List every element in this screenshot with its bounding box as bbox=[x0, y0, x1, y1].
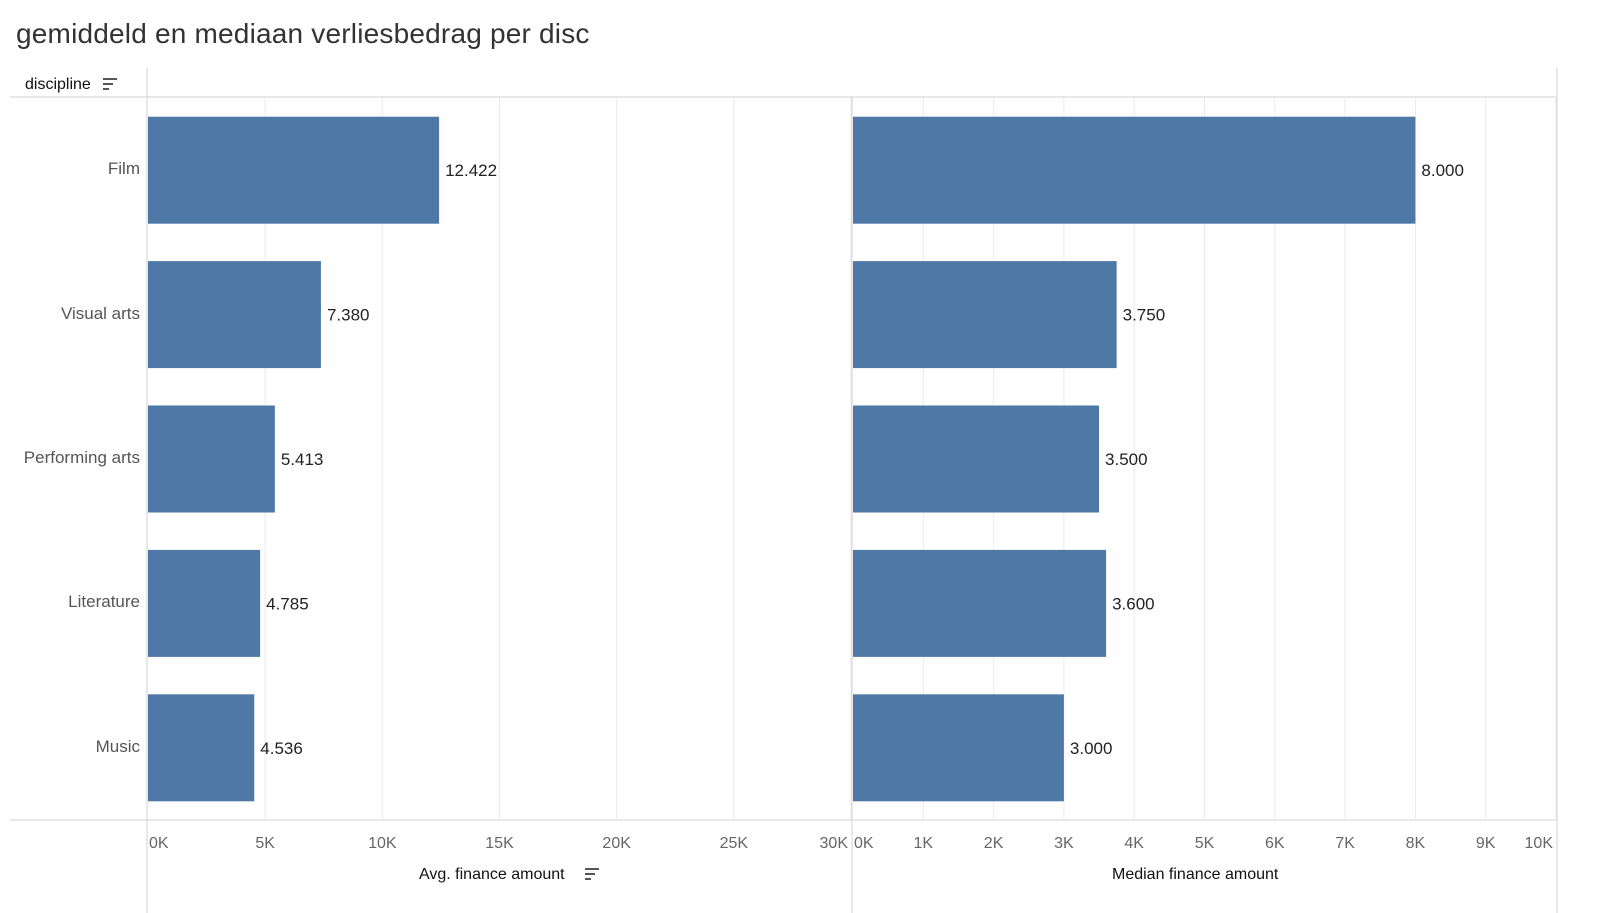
sort-icon[interactable] bbox=[585, 868, 599, 882]
category-label: Performing arts bbox=[23, 448, 140, 467]
tick-label: 6K bbox=[1265, 835, 1285, 852]
category-label: Visual arts bbox=[60, 303, 140, 323]
tick-label: 20K bbox=[602, 835, 631, 852]
tick-label: 5K bbox=[255, 835, 275, 852]
bar[interactable] bbox=[853, 549, 1107, 657]
tick-label: 5K bbox=[1195, 835, 1215, 852]
data-label: 3.750 bbox=[1123, 306, 1166, 325]
category-label: Music bbox=[95, 736, 140, 756]
tick-label: 7K bbox=[1335, 835, 1355, 852]
tick-label: 0K bbox=[149, 835, 169, 852]
tick-label: 1K bbox=[914, 835, 934, 852]
data-label: 4.785 bbox=[266, 594, 309, 613]
tick-label: 2K bbox=[984, 835, 1004, 852]
bar[interactable] bbox=[148, 116, 440, 224]
data-label: 3.500 bbox=[1105, 450, 1148, 469]
tick-label: 3K bbox=[1054, 835, 1074, 852]
data-label: 4.536 bbox=[260, 739, 303, 758]
data-label: 3.600 bbox=[1112, 594, 1155, 613]
data-label: 5.413 bbox=[281, 450, 324, 469]
tick-label: 30K bbox=[820, 835, 849, 852]
tick-label: 25K bbox=[720, 835, 749, 852]
row-header-label[interactable]: discipline bbox=[25, 76, 91, 93]
bar[interactable] bbox=[148, 261, 321, 369]
data-label: 7.380 bbox=[327, 306, 370, 325]
bar[interactable] bbox=[853, 261, 1117, 369]
category-labels: Film Visual arts Performing arts Literature… bbox=[10, 98, 140, 820]
data-label: 8.000 bbox=[1421, 161, 1464, 180]
data-label: 3.000 bbox=[1070, 739, 1113, 758]
tick-label: 10K bbox=[368, 835, 397, 852]
x-axis-title-avg[interactable]: Avg. finance amount bbox=[419, 866, 565, 883]
bar[interactable] bbox=[148, 694, 255, 802]
category-label: Film bbox=[107, 159, 140, 179]
bar[interactable] bbox=[853, 694, 1064, 802]
tick-label: 10K bbox=[1525, 835, 1554, 852]
bar[interactable] bbox=[853, 116, 1416, 224]
tick-label: 9K bbox=[1476, 835, 1496, 852]
bar[interactable] bbox=[853, 405, 1100, 513]
tick-label: 8K bbox=[1406, 835, 1426, 852]
sort-icon[interactable] bbox=[103, 78, 117, 92]
bar[interactable] bbox=[148, 549, 261, 657]
tick-label: 0K bbox=[854, 835, 874, 852]
tick-label: 15K bbox=[485, 835, 514, 852]
x-axis-title-median[interactable]: Median finance amount bbox=[1112, 866, 1279, 883]
bar[interactable] bbox=[148, 405, 275, 513]
data-label: 12.422 bbox=[445, 161, 497, 180]
chart-title: gemiddeld en mediaan verliesbedrag per d… bbox=[16, 18, 590, 49]
tick-label: 4K bbox=[1124, 835, 1144, 852]
category-label: Literature bbox=[68, 592, 140, 612]
